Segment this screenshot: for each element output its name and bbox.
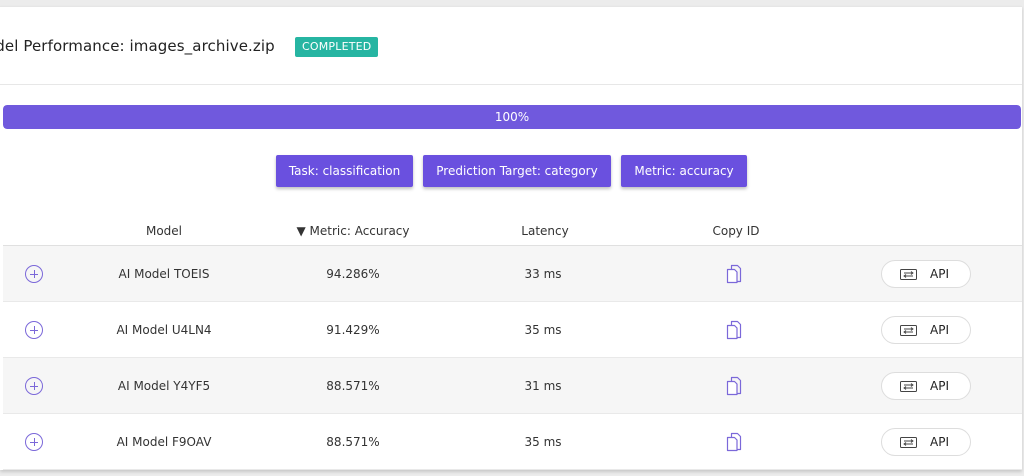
progress-bar: 100% <box>3 105 1021 129</box>
api-button[interactable]: API <box>881 260 971 288</box>
accuracy-value: 88.571% <box>326 435 380 449</box>
copy-icon[interactable] <box>726 376 742 396</box>
plus-circle-icon[interactable] <box>25 265 43 283</box>
progress-label: 100% <box>494 110 530 124</box>
table-row: AI Model U4LN4 91.429% 35 ms API <box>3 302 1022 358</box>
plus-circle-icon[interactable] <box>25 433 43 451</box>
model-name: AI Model U4LN4 <box>116 323 212 337</box>
latency-value: 35 ms <box>524 435 562 449</box>
swap-arrows-icon <box>900 437 917 448</box>
accuracy-value: 91.429% <box>326 323 380 337</box>
task-tag[interactable]: Task: classification <box>276 155 413 187</box>
api-button[interactable]: API <box>881 428 971 456</box>
table-row: AI Model TOEIS 94.286% 33 ms API <box>3 246 1022 302</box>
copy-icon[interactable] <box>726 320 742 340</box>
latency-value: 35 ms <box>524 323 562 337</box>
table-row: AI Model F9OAV 88.571% 35 ms API <box>3 414 1022 470</box>
header-divider <box>3 245 1022 246</box>
row-divider <box>3 413 1022 414</box>
prediction-target-tag[interactable]: Prediction Target: category <box>423 155 611 187</box>
metric-tag[interactable]: Metric: accuracy <box>621 155 747 187</box>
plus-circle-icon[interactable] <box>25 377 43 395</box>
swap-arrows-icon <box>900 269 917 280</box>
copy-icon[interactable] <box>726 264 742 284</box>
api-label: API <box>930 323 949 337</box>
column-header-copy-id: Copy ID <box>712 224 760 238</box>
latency-value: 31 ms <box>524 379 562 393</box>
api-button[interactable]: API <box>881 372 971 400</box>
accuracy-value: 94.286% <box>326 267 380 281</box>
model-name: AI Model F9OAV <box>116 435 212 449</box>
page-header: odel Performance: images_archive.zip COM… <box>0 7 1022 85</box>
accuracy-value: 88.571% <box>326 379 380 393</box>
column-header-latency[interactable]: Latency <box>521 224 569 238</box>
swap-arrows-icon <box>900 381 917 392</box>
api-label: API <box>930 435 949 449</box>
page-title: odel Performance: images_archive.zip <box>0 37 275 55</box>
latency-value: 33 ms <box>524 267 562 281</box>
table-row: AI Model Y4YF5 88.571% 31 ms API <box>3 358 1022 414</box>
row-divider <box>3 357 1022 358</box>
api-label: API <box>930 267 949 281</box>
column-header-model[interactable]: Model <box>145 224 183 238</box>
status-badge: COMPLETED <box>295 37 379 57</box>
model-performance-card: odel Performance: images_archive.zip COM… <box>0 6 1022 470</box>
api-button[interactable]: API <box>881 316 971 344</box>
model-name: AI Model Y4YF5 <box>117 379 211 393</box>
plus-circle-icon[interactable] <box>25 321 43 339</box>
swap-arrows-icon <box>900 325 917 336</box>
column-header-metric-accuracy[interactable]: ▼ Metric: Accuracy <box>296 224 410 238</box>
model-name: AI Model TOEIS <box>118 267 210 281</box>
row-divider <box>3 469 1022 470</box>
api-label: API <box>930 379 949 393</box>
copy-icon[interactable] <box>726 432 742 452</box>
progress-bar-fill <box>3 105 1021 129</box>
row-divider <box>3 301 1022 302</box>
